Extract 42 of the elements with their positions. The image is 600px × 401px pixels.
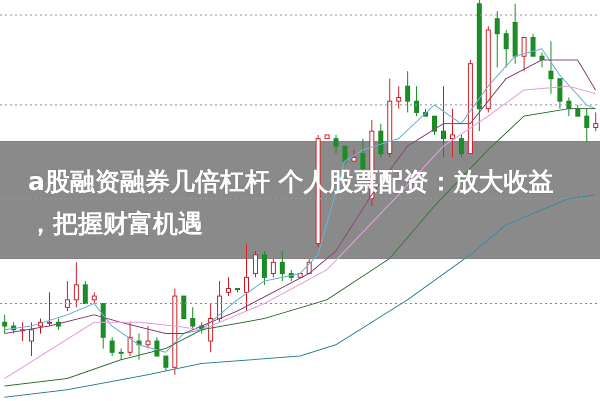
candlestick <box>405 70 410 113</box>
candlestick <box>145 326 150 350</box>
candlestick <box>334 134 339 154</box>
candlestick <box>2 314 8 334</box>
candlestick <box>46 292 52 327</box>
candlestick <box>110 336 115 357</box>
candlestick <box>226 276 232 297</box>
candlestick <box>280 250 285 282</box>
candlestick <box>217 280 222 323</box>
candlestick <box>396 86 402 110</box>
candlestick <box>504 29 509 68</box>
candlestick <box>540 52 544 68</box>
candlestick <box>74 262 79 308</box>
candlestick <box>530 33 536 57</box>
candlestick <box>557 78 562 110</box>
candlestick <box>440 86 446 158</box>
candlestick <box>414 86 420 117</box>
candlestick <box>154 336 160 357</box>
candlestick <box>181 296 186 320</box>
candlestick <box>342 146 348 166</box>
candlestick <box>252 250 258 278</box>
candlestick <box>244 243 249 312</box>
candlestick <box>432 116 438 136</box>
candlestick <box>64 280 70 312</box>
candlestick <box>575 104 580 117</box>
candlestick <box>262 250 267 286</box>
candlestick <box>378 123 384 158</box>
candlestick <box>450 108 455 158</box>
candlestick <box>351 149 356 162</box>
candlestick <box>163 356 168 372</box>
candlestick <box>82 280 88 304</box>
candlestick <box>494 10 500 68</box>
candlestick <box>548 40 554 94</box>
candlestick <box>190 306 196 330</box>
candlestick <box>458 134 464 158</box>
candlestick <box>118 348 124 360</box>
candlestick <box>128 322 133 357</box>
candlestick <box>584 108 590 143</box>
candlestick <box>522 36 527 72</box>
candlestick <box>29 322 34 357</box>
candlestick <box>270 258 276 278</box>
candlestick <box>92 292 97 304</box>
